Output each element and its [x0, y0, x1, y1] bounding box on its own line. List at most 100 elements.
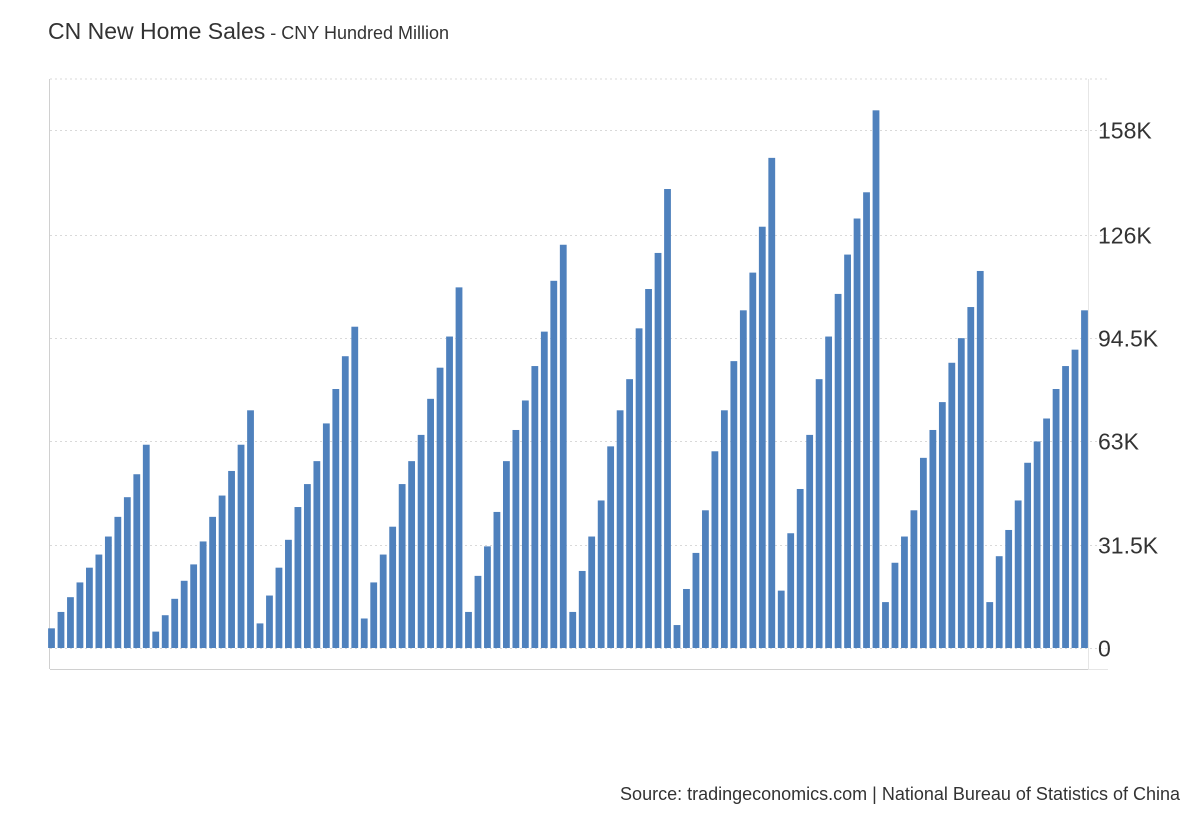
y-tick-label: 31.5K: [1098, 533, 1159, 559]
bar: [180, 580, 188, 648]
bar: [654, 252, 662, 648]
bar: [692, 552, 700, 648]
bar: [986, 602, 994, 648]
bar: [228, 470, 235, 648]
bar: [901, 536, 908, 648]
bar: [95, 554, 103, 648]
bar: [123, 497, 131, 648]
bar: [171, 598, 179, 648]
chart-title-separator: -: [265, 23, 282, 43]
bar: [465, 611, 472, 648]
bar: [891, 562, 899, 648]
bar: [882, 602, 889, 648]
bar: [597, 500, 605, 648]
y-tick-label: 94.5K: [1098, 326, 1159, 352]
bar: [815, 379, 823, 648]
bar: [995, 556, 1003, 648]
bar: [1081, 310, 1088, 648]
bar: [948, 362, 956, 648]
bar: [796, 488, 804, 648]
y-tick-label: 63K: [1098, 429, 1140, 455]
bar: [673, 625, 681, 648]
bar: [521, 400, 529, 648]
bar: [739, 310, 747, 648]
bar: [730, 361, 738, 648]
bar: [919, 457, 927, 648]
bar: [408, 461, 416, 648]
bar: [209, 516, 217, 648]
bar: [1033, 441, 1041, 648]
bar: [417, 434, 425, 648]
bar: [768, 157, 776, 648]
bar: [256, 623, 264, 648]
bar: [1052, 389, 1060, 648]
bar: [578, 570, 586, 648]
bar: [57, 611, 65, 648]
bar: [559, 244, 567, 648]
bar: [86, 567, 93, 648]
bar: [313, 461, 321, 648]
bar: [455, 287, 463, 648]
bar: [616, 410, 624, 648]
source-credit: Source: tradingeconomics.com | National …: [620, 784, 1180, 804]
bar: [218, 495, 226, 648]
plot-frame: [49, 79, 1108, 670]
bar: [199, 541, 207, 648]
bar: [285, 539, 292, 648]
bar: [275, 567, 283, 648]
bar: [929, 429, 937, 648]
y-tick-label: 158K: [1098, 118, 1152, 144]
chart-subtitle: CNY Hundred Million: [281, 23, 450, 43]
bar: [976, 270, 984, 648]
bar: [303, 484, 311, 648]
bar: [161, 615, 169, 648]
bar: [720, 410, 728, 648]
bar: [531, 366, 539, 648]
bar: [1014, 500, 1022, 648]
bar: [540, 331, 548, 648]
bar: [446, 336, 453, 648]
bar: [872, 110, 880, 648]
bar: [967, 307, 975, 648]
bar: [351, 326, 359, 648]
bar: [237, 444, 245, 648]
bar: [370, 582, 378, 648]
bar: [806, 434, 814, 648]
bar: [503, 461, 510, 648]
bar: [133, 474, 141, 648]
chart-title-block: CN New Home Sales - CNY Hundred Million: [48, 18, 449, 45]
bar: [607, 446, 615, 648]
bar: [341, 356, 349, 648]
bar: [758, 226, 766, 648]
bar: [332, 389, 340, 648]
bar-series: [48, 110, 1088, 649]
bar: [484, 546, 491, 648]
bar: [1062, 366, 1069, 648]
bar: [474, 575, 482, 648]
bar: [683, 588, 690, 648]
y-tick-label: 0: [1098, 636, 1111, 662]
bar: [67, 597, 74, 648]
bar: [266, 595, 273, 648]
bar: [1043, 418, 1050, 648]
bar: [863, 192, 870, 649]
bar: [711, 451, 719, 648]
bar: [635, 328, 643, 648]
bar: [626, 379, 633, 648]
bar: [247, 410, 254, 648]
bar: [1005, 529, 1013, 648]
bar: [910, 510, 918, 648]
y-axis-labels: 0 31.5K 63K 94.5K 126K 158K: [1098, 118, 1159, 662]
bar: [702, 510, 709, 648]
gridlines: [50, 78, 1108, 649]
bar: [749, 272, 757, 648]
bar: [76, 582, 84, 648]
y-tick-label: 126K: [1098, 223, 1152, 249]
bar: [48, 628, 55, 648]
bar: [493, 511, 501, 648]
bar: [322, 423, 330, 648]
bar: [114, 516, 122, 648]
bar: [787, 533, 795, 648]
bar: [427, 398, 434, 648]
bar-chart: 0 31.5K 63K 94.5K 126K 158K: [48, 78, 1159, 670]
